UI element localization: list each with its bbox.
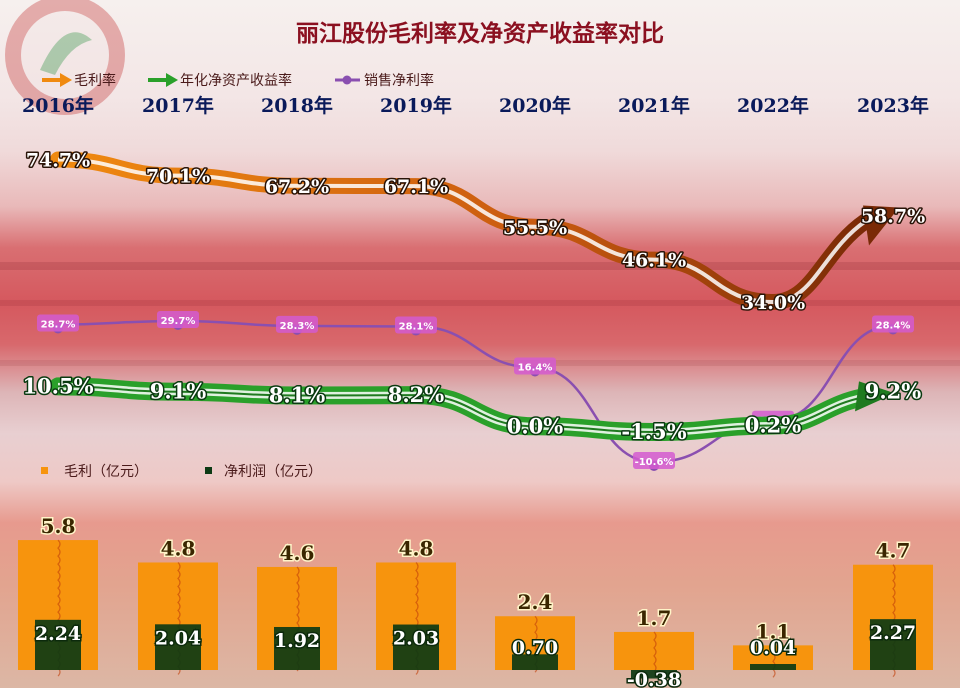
net-profit-label: 1.92 — [274, 630, 320, 652]
roe-arrowhead — [855, 381, 895, 412]
gross-profit-label: 4.8 — [161, 536, 196, 560]
legend-label-gross-profit: 毛利（亿元） — [64, 464, 148, 480]
net-profit-bar — [155, 624, 201, 670]
net-margin-label: 16.4% — [518, 363, 553, 374]
year-label: 2016年 — [22, 94, 94, 117]
gross-margin-arrowhead — [863, 205, 899, 246]
gross-margin-label: 55.5% — [503, 217, 567, 239]
net-margin-label-box — [157, 310, 199, 328]
roe-label: 9.1% — [150, 379, 207, 404]
net-profit-label: 2.03 — [393, 628, 439, 650]
year-label: 2019年 — [380, 94, 452, 117]
chart-title: 丽江股份毛利率及净资产收益率对比 — [296, 20, 664, 47]
net-profit-bar — [631, 670, 677, 679]
year-label: 2020年 — [499, 94, 571, 117]
legend-label-net-margin: 销售净利率 — [364, 72, 434, 89]
net-profit-label: 0.70 — [512, 637, 558, 659]
net-margin-label: 28.4% — [876, 321, 911, 332]
net-margin-label: 28.3% — [280, 321, 315, 332]
roe-label: 9.2% — [865, 378, 922, 403]
gross-margin-label: 46.1% — [622, 250, 686, 272]
gross-profit-label: 5.8 — [41, 514, 76, 538]
gross-profit-label: 2.4 — [518, 590, 553, 614]
gross-profit-label: 1.7 — [637, 606, 672, 630]
gross-profit-label: 4.6 — [280, 541, 315, 565]
gross-margin-label: 67.2% — [265, 176, 329, 198]
gross-margin-label: 67.1% — [384, 176, 448, 198]
gross-profit-bar-ornament — [653, 631, 657, 673]
legend-item-gross-margin: 毛利率 — [42, 72, 116, 89]
net-margin-label: 28.1% — [399, 322, 434, 333]
roe-label: -1.5% — [621, 419, 686, 444]
logo-emblem — [5, 0, 125, 115]
net-profit-bar — [512, 654, 558, 670]
net-margin-label-box — [633, 452, 675, 469]
gross-profit-bar-ornament — [772, 644, 776, 678]
legend-swatch-gross-profit — [41, 467, 48, 474]
gross-margin-label: 70.1% — [146, 166, 210, 188]
legend-swatch-net-profit — [205, 467, 212, 474]
line-legend: 毛利率 年化净资产收益率 销售净利率 — [42, 72, 434, 89]
bar-legend: 毛利（亿元） 净利润（亿元） — [41, 464, 322, 480]
legend-label-roe: 年化净资产收益率 — [180, 72, 292, 89]
roe-label: 8.1% — [269, 383, 326, 408]
roe-label: 0.0% — [507, 413, 564, 438]
net-margin-label-box — [872, 315, 914, 333]
bar-series: 5.8 4.8 4.6 4.8 2.4 1.7 1.1 4.7 2.24 2.04 1.92 2.03… — [18, 513, 933, 688]
legend-item-net-margin: 销售净利率 — [335, 72, 434, 89]
net-profit-label: 0.04 — [750, 637, 796, 659]
net-profit-label: 2.04 — [155, 627, 201, 649]
background-band — [0, 360, 960, 366]
gross-profit-label: 4.7 — [876, 539, 911, 563]
legend-item-roe: 年化净资产收益率 — [148, 72, 292, 89]
gross-margin-label: 74.7% — [26, 150, 90, 172]
net-profit-bar — [274, 626, 320, 670]
x-axis-year-labels: 2016年 2017年 2018年 2019年 2020年 2021年 2022年 2023年 — [22, 94, 929, 117]
year-label: 2021年 — [618, 94, 690, 117]
background-band — [0, 262, 960, 270]
gross-margin-series: 74.7% 70.1% 67.2% 67.1% 55.5% 46.1% 34.0% 58.7% — [24, 148, 926, 315]
year-label: 2017年 — [142, 94, 214, 117]
net-profit-label: -0.38 — [627, 669, 681, 688]
roe-series: 10.5% 9.1% 8.1% 8.2% 0.0% -1.5% 0.2% 9.2% — [21, 372, 923, 446]
roe-label: 10.5% — [22, 373, 93, 398]
net-margin-label: 28.7% — [41, 319, 76, 330]
background-band — [0, 300, 960, 306]
net-profit-bar — [750, 664, 796, 670]
net-margin-label-box — [276, 315, 318, 333]
year-label: 2018年 — [261, 94, 333, 117]
net-margin-label-box — [37, 314, 79, 332]
gross-profit-label: 4.8 — [399, 536, 434, 560]
roe-label: 8.2% — [388, 382, 445, 407]
gross-margin-label: 58.7% — [861, 206, 925, 228]
net-profit-label: 2.24 — [35, 623, 81, 645]
year-label: 2023年 — [857, 94, 929, 117]
net-margin-label-box — [395, 316, 437, 334]
net-margin-label-box — [514, 357, 556, 375]
net-margin-label: 29.7% — [161, 316, 196, 327]
net-profit-bar — [393, 624, 439, 670]
net-profit-label: 2.27 — [870, 622, 916, 644]
legend-label-gross-margin: 毛利率 — [74, 72, 116, 89]
net-profit-bar — [35, 619, 81, 670]
gross-profit-label: 1.1 — [756, 619, 791, 643]
net-margin-label: -10.6% — [635, 457, 674, 468]
roe-line-center — [57, 385, 864, 434]
net-profit-bar — [870, 619, 916, 670]
roe-label: 0.2% — [745, 413, 802, 438]
gross-margin-label: 34.0% — [741, 292, 805, 314]
year-label: 2022年 — [737, 94, 809, 117]
legend-label-net-profit: 净利润（亿元） — [224, 464, 322, 480]
gross-margin-line-highlight — [57, 157, 867, 305]
